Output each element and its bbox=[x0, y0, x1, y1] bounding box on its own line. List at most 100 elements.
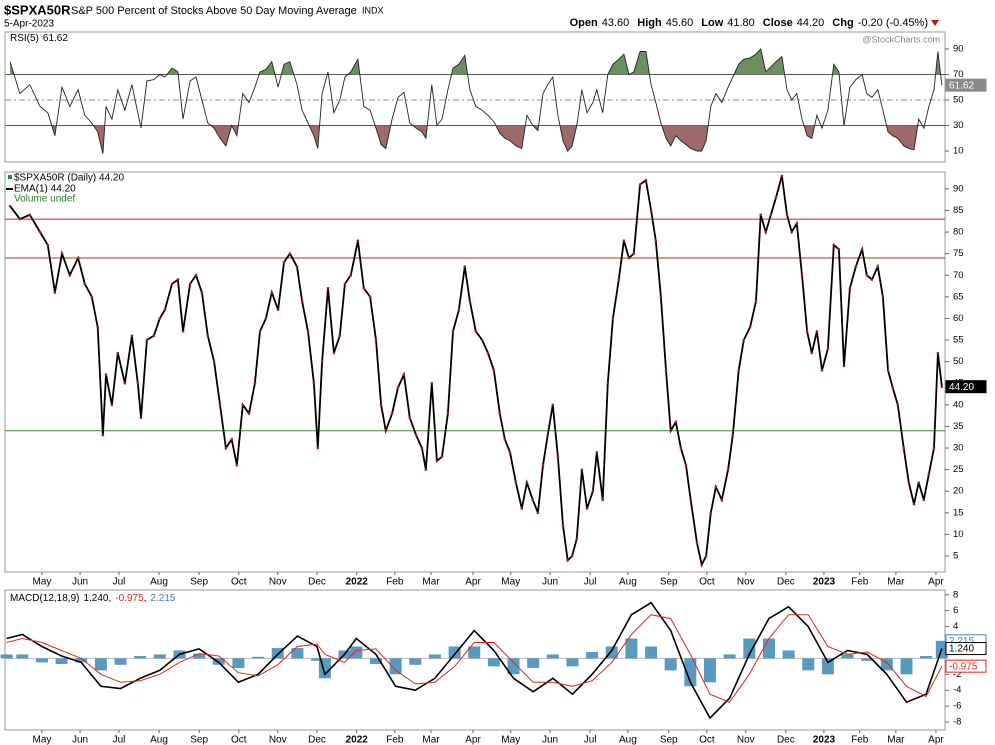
x-tick-label: Jun bbox=[72, 735, 88, 745]
quote-value: 45.60 bbox=[666, 17, 694, 29]
price-point bbox=[514, 481, 518, 484]
symbol: $SPXA50R bbox=[4, 2, 71, 17]
price-point bbox=[704, 554, 708, 558]
value-box-label: -0.975 bbox=[949, 661, 978, 672]
price-point bbox=[674, 420, 678, 424]
price-point bbox=[886, 368, 890, 372]
price-point bbox=[649, 209, 653, 212]
price-point bbox=[270, 291, 274, 294]
price-point bbox=[356, 239, 360, 242]
x-tick-label: Feb bbox=[386, 735, 404, 745]
price-point bbox=[241, 403, 245, 407]
y-tick-label: 75 bbox=[953, 248, 964, 259]
price-point bbox=[235, 464, 239, 467]
price-point bbox=[810, 351, 814, 355]
quote-value: 44.20 bbox=[797, 17, 825, 29]
x-tick-label: Nov bbox=[269, 577, 287, 588]
x-tick-label: Jul bbox=[584, 735, 597, 745]
y-tick-label: 70 bbox=[953, 69, 964, 80]
x-tick-label: Dec bbox=[308, 735, 326, 745]
price-point bbox=[8, 204, 12, 208]
histogram-bar bbox=[468, 646, 481, 659]
histogram-bar bbox=[0, 654, 13, 659]
price-point bbox=[451, 330, 455, 333]
y-tick-label: 85 bbox=[953, 205, 964, 216]
histogram-bar bbox=[821, 658, 834, 675]
price-point bbox=[726, 468, 730, 471]
price-point bbox=[848, 286, 852, 290]
price-point bbox=[832, 243, 836, 247]
x-tick-label: 2023 bbox=[813, 735, 836, 745]
price-point bbox=[595, 451, 599, 454]
x-tick-label: 2022 bbox=[346, 735, 369, 745]
price-point bbox=[288, 252, 292, 255]
price-point bbox=[276, 308, 280, 312]
histogram-bar bbox=[75, 658, 88, 663]
price-point bbox=[258, 330, 262, 333]
price-point bbox=[805, 330, 809, 333]
y-tick-label: 20 bbox=[953, 486, 964, 497]
price-point bbox=[295, 265, 299, 268]
price-point bbox=[457, 308, 461, 312]
quote-label: Open bbox=[570, 17, 598, 29]
macd-legend-value: 2.215 bbox=[150, 593, 175, 604]
x-tick-label: Mar bbox=[422, 735, 440, 745]
x-tick-label: May bbox=[501, 735, 520, 745]
price-point bbox=[774, 196, 778, 199]
price-point bbox=[152, 334, 156, 338]
price-point bbox=[68, 273, 72, 277]
price-point bbox=[224, 446, 228, 450]
histogram-bar bbox=[900, 658, 913, 675]
price-point bbox=[654, 239, 658, 242]
histogram-bar bbox=[507, 658, 520, 675]
price-point bbox=[468, 299, 472, 303]
rsi-line bbox=[9, 48, 943, 154]
price-point bbox=[860, 248, 864, 251]
histogram-bar bbox=[94, 658, 107, 671]
histogram-bar bbox=[369, 658, 382, 664]
x-tick-label: Aug bbox=[150, 577, 168, 588]
price-point bbox=[865, 273, 869, 277]
y-tick-label: 80 bbox=[953, 227, 964, 238]
quote-label: Chg bbox=[832, 17, 853, 29]
price-point bbox=[435, 459, 439, 463]
x-tick-label: Jun bbox=[542, 735, 558, 745]
price-point bbox=[800, 273, 804, 277]
down-arrow bbox=[931, 20, 939, 26]
x-tick-label: Oct bbox=[231, 577, 247, 588]
price-point bbox=[145, 338, 149, 342]
histogram-bar bbox=[35, 658, 48, 663]
price-point bbox=[638, 183, 642, 186]
price-point bbox=[769, 213, 773, 217]
price-point bbox=[795, 222, 799, 225]
quote-value: 41.80 bbox=[727, 17, 755, 29]
price-point bbox=[306, 330, 310, 333]
price-point bbox=[101, 433, 105, 437]
price-point bbox=[492, 368, 496, 372]
price-point bbox=[644, 178, 648, 182]
date: 5-Apr-2023 bbox=[4, 19, 54, 30]
value-box bbox=[945, 78, 987, 92]
price-point bbox=[136, 381, 140, 385]
y-tick-label: 65 bbox=[953, 291, 964, 302]
price-point bbox=[531, 498, 535, 502]
x-tick-label: Apr bbox=[928, 735, 944, 745]
price-point bbox=[282, 260, 286, 264]
y-tick-label: 60 bbox=[953, 313, 964, 324]
price-point bbox=[508, 451, 512, 454]
histogram-bar bbox=[782, 650, 795, 659]
macd-legend-value: 1.240 bbox=[83, 593, 108, 604]
x-tick-label: Dec bbox=[777, 577, 795, 588]
price-line bbox=[9, 175, 943, 568]
y-tick-label: 8 bbox=[953, 589, 958, 600]
x-tick-label: Nov bbox=[737, 577, 755, 588]
value-box bbox=[945, 380, 987, 394]
price-point bbox=[936, 351, 940, 355]
histogram-bar bbox=[291, 648, 304, 659]
x-tick-label: Sep bbox=[660, 735, 678, 745]
price-point bbox=[38, 230, 42, 234]
price-point bbox=[669, 429, 673, 433]
x-tick-label: Mar bbox=[887, 735, 905, 745]
price-point bbox=[368, 295, 372, 299]
